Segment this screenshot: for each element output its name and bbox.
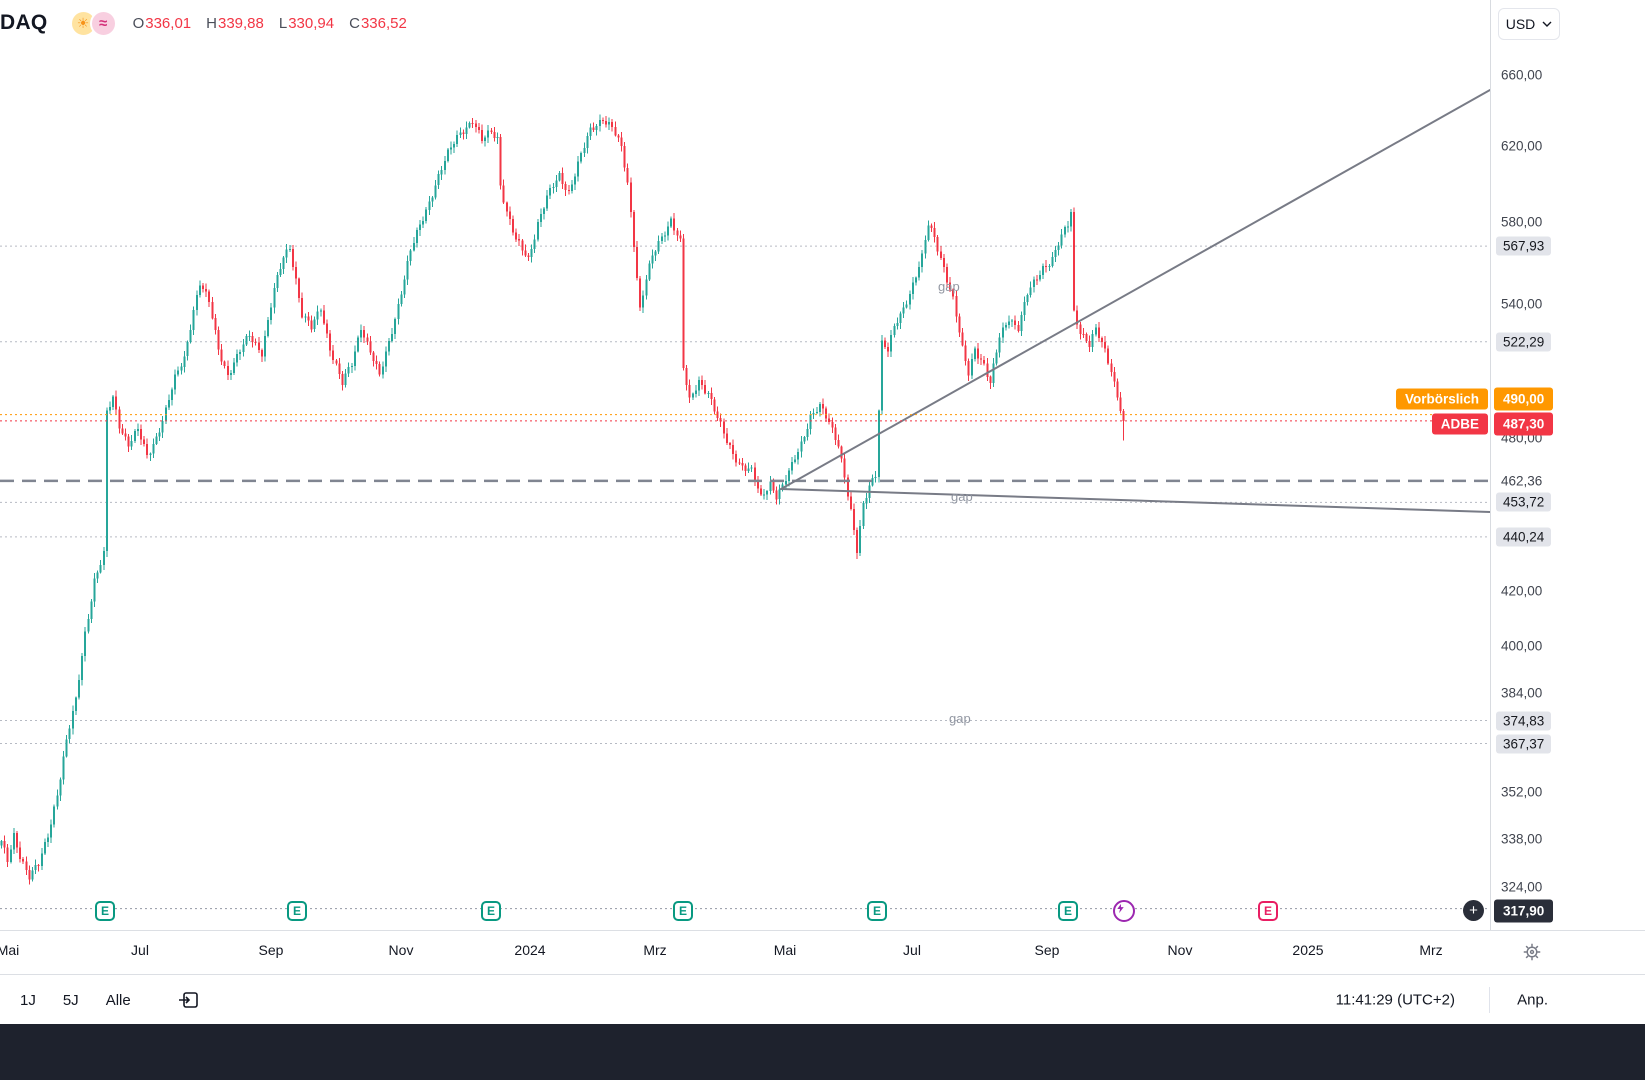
price-axis-label: 620,00 (1501, 138, 1543, 154)
price-axis-label: 338,00 (1501, 831, 1543, 847)
mood-badges: ☀ ≈ (69, 9, 117, 37)
gap-label: gap (938, 279, 960, 294)
symbol-title[interactable]: DAQ (0, 11, 48, 34)
time-axis-label: Jul (903, 942, 921, 958)
earnings-event-icon[interactable]: E (1258, 901, 1278, 921)
currency-value: USD (1505, 16, 1536, 32)
price-axis-label: 567,93 (1496, 236, 1552, 256)
ohlc-readout: O 336,01 H 339,88 L 330,94 C 336,52 (133, 15, 407, 32)
time-axis-label: Mai (0, 942, 20, 958)
price-axis-label: 660,00 (1501, 67, 1543, 82)
premarket-price-value: 490,00 (1494, 387, 1554, 411)
toolbar-divider (1489, 987, 1490, 1013)
price-axis-label: 522,29 (1496, 332, 1552, 352)
time-axis-label: Sep (1034, 942, 1060, 958)
time-axis-label: Mrz (643, 942, 667, 958)
earnings-event-icon[interactable]: E (673, 901, 693, 921)
earnings-event-icon[interactable]: E (95, 901, 115, 921)
range-1y-button[interactable]: 1J (20, 991, 36, 1009)
time-axis-label: Nov (388, 942, 414, 958)
gap-label: gap (949, 711, 971, 726)
bottom-toolbar: 1J 5J Alle 11:41:29 (UTC+2) Anp. (0, 974, 1645, 1025)
time-axis-label: 2024 (514, 942, 546, 958)
open-label: O (132, 14, 145, 32)
low-value: 330,94 (288, 14, 335, 32)
open-value: 336,01 (145, 14, 192, 32)
chart-legend: DAQ ☀ ≈ O 336,01 H 339,88 L 330,94 C 336,52 (0, 6, 407, 40)
candles[interactable] (0, 114, 1125, 885)
price-axis-label: 384,00 (1501, 685, 1543, 701)
goto-date-button[interactable] (176, 988, 200, 1012)
gear-icon[interactable] (1521, 941, 1543, 963)
price-axis-label: 420,00 (1501, 583, 1543, 599)
earnings-event-icon[interactable]: E (287, 901, 307, 921)
price-axis-label: 374,83 (1496, 711, 1552, 730)
time-axis-label: Mrz (1419, 942, 1443, 958)
clock-display[interactable]: 11:41:29 (UTC+2) (1335, 991, 1455, 1009)
alert-level-value: 317,90 (1494, 899, 1554, 923)
close-label: C (349, 14, 360, 32)
premarket-badge: Vorbörslich (1395, 388, 1488, 410)
price-axis-label: 400,00 (1501, 638, 1543, 654)
chart-area[interactable]: gap gap gap E E E E E E E (0, 0, 1490, 930)
range-all-button[interactable]: Alle (105, 991, 131, 1009)
time-axis-label: Sep (258, 942, 284, 958)
price-axis-label: 580,00 (1501, 214, 1543, 230)
close-value: 336,52 (360, 14, 407, 32)
price-axis[interactable]: 660,00 620,00 580,00 567,93 540,00 522,29 480,… (1490, 0, 1645, 930)
earnings-event-icon[interactable]: E (481, 901, 501, 921)
lightning-icon (1117, 903, 1124, 914)
currency-dropdown[interactable]: USD (1498, 8, 1560, 40)
last-price-value: 487,30 (1494, 412, 1554, 436)
flash-event-icon[interactable] (1113, 900, 1135, 922)
add-alert-button[interactable]: + (1463, 900, 1484, 921)
price-axis-label: 324,00 (1501, 879, 1543, 895)
time-axis[interactable]: Mai Jul Sep Nov 2024 Mrz Mai Jul Sep Nov 2025 Mrz (0, 930, 1645, 975)
time-axis-label: 2025 (1292, 942, 1324, 958)
trendline[interactable] (780, 488, 1490, 513)
trendline[interactable] (780, 89, 1490, 490)
symbol-price-badge: ADBE (1431, 413, 1488, 435)
range-buttons: 1J 5J Alle (20, 975, 200, 1025)
high-value: 339,88 (217, 14, 264, 32)
gap-label: gap (951, 489, 973, 504)
high-label: H (206, 14, 217, 32)
time-axis-label: Nov (1167, 942, 1193, 958)
waves-icon: ≈ (89, 9, 117, 37)
time-axis-label: Mai (773, 942, 797, 958)
earnings-event-icon[interactable]: E (1058, 901, 1078, 921)
time-axis-label: Jul (131, 942, 149, 958)
chevron-down-icon (1542, 21, 1552, 27)
price-axis-label: 540,00 (1501, 296, 1543, 312)
adjust-button[interactable]: Anp. (1517, 991, 1548, 1009)
price-axis-label: 462,36 (1501, 473, 1543, 489)
price-axis-label: 453,72 (1496, 492, 1552, 512)
price-axis-label: 367,37 (1496, 734, 1552, 753)
chart-svg: gap gap gap (0, 89, 1490, 910)
price-axis-label: 440,24 (1496, 527, 1552, 547)
calendar-arrow-icon (178, 992, 198, 1008)
earnings-event-icon[interactable]: E (867, 901, 887, 921)
range-5y-button[interactable]: 5J (62, 991, 79, 1009)
low-label: L (278, 14, 288, 32)
bottom-dark-strip (0, 1024, 1645, 1080)
price-axis-label: 352,00 (1501, 784, 1543, 800)
